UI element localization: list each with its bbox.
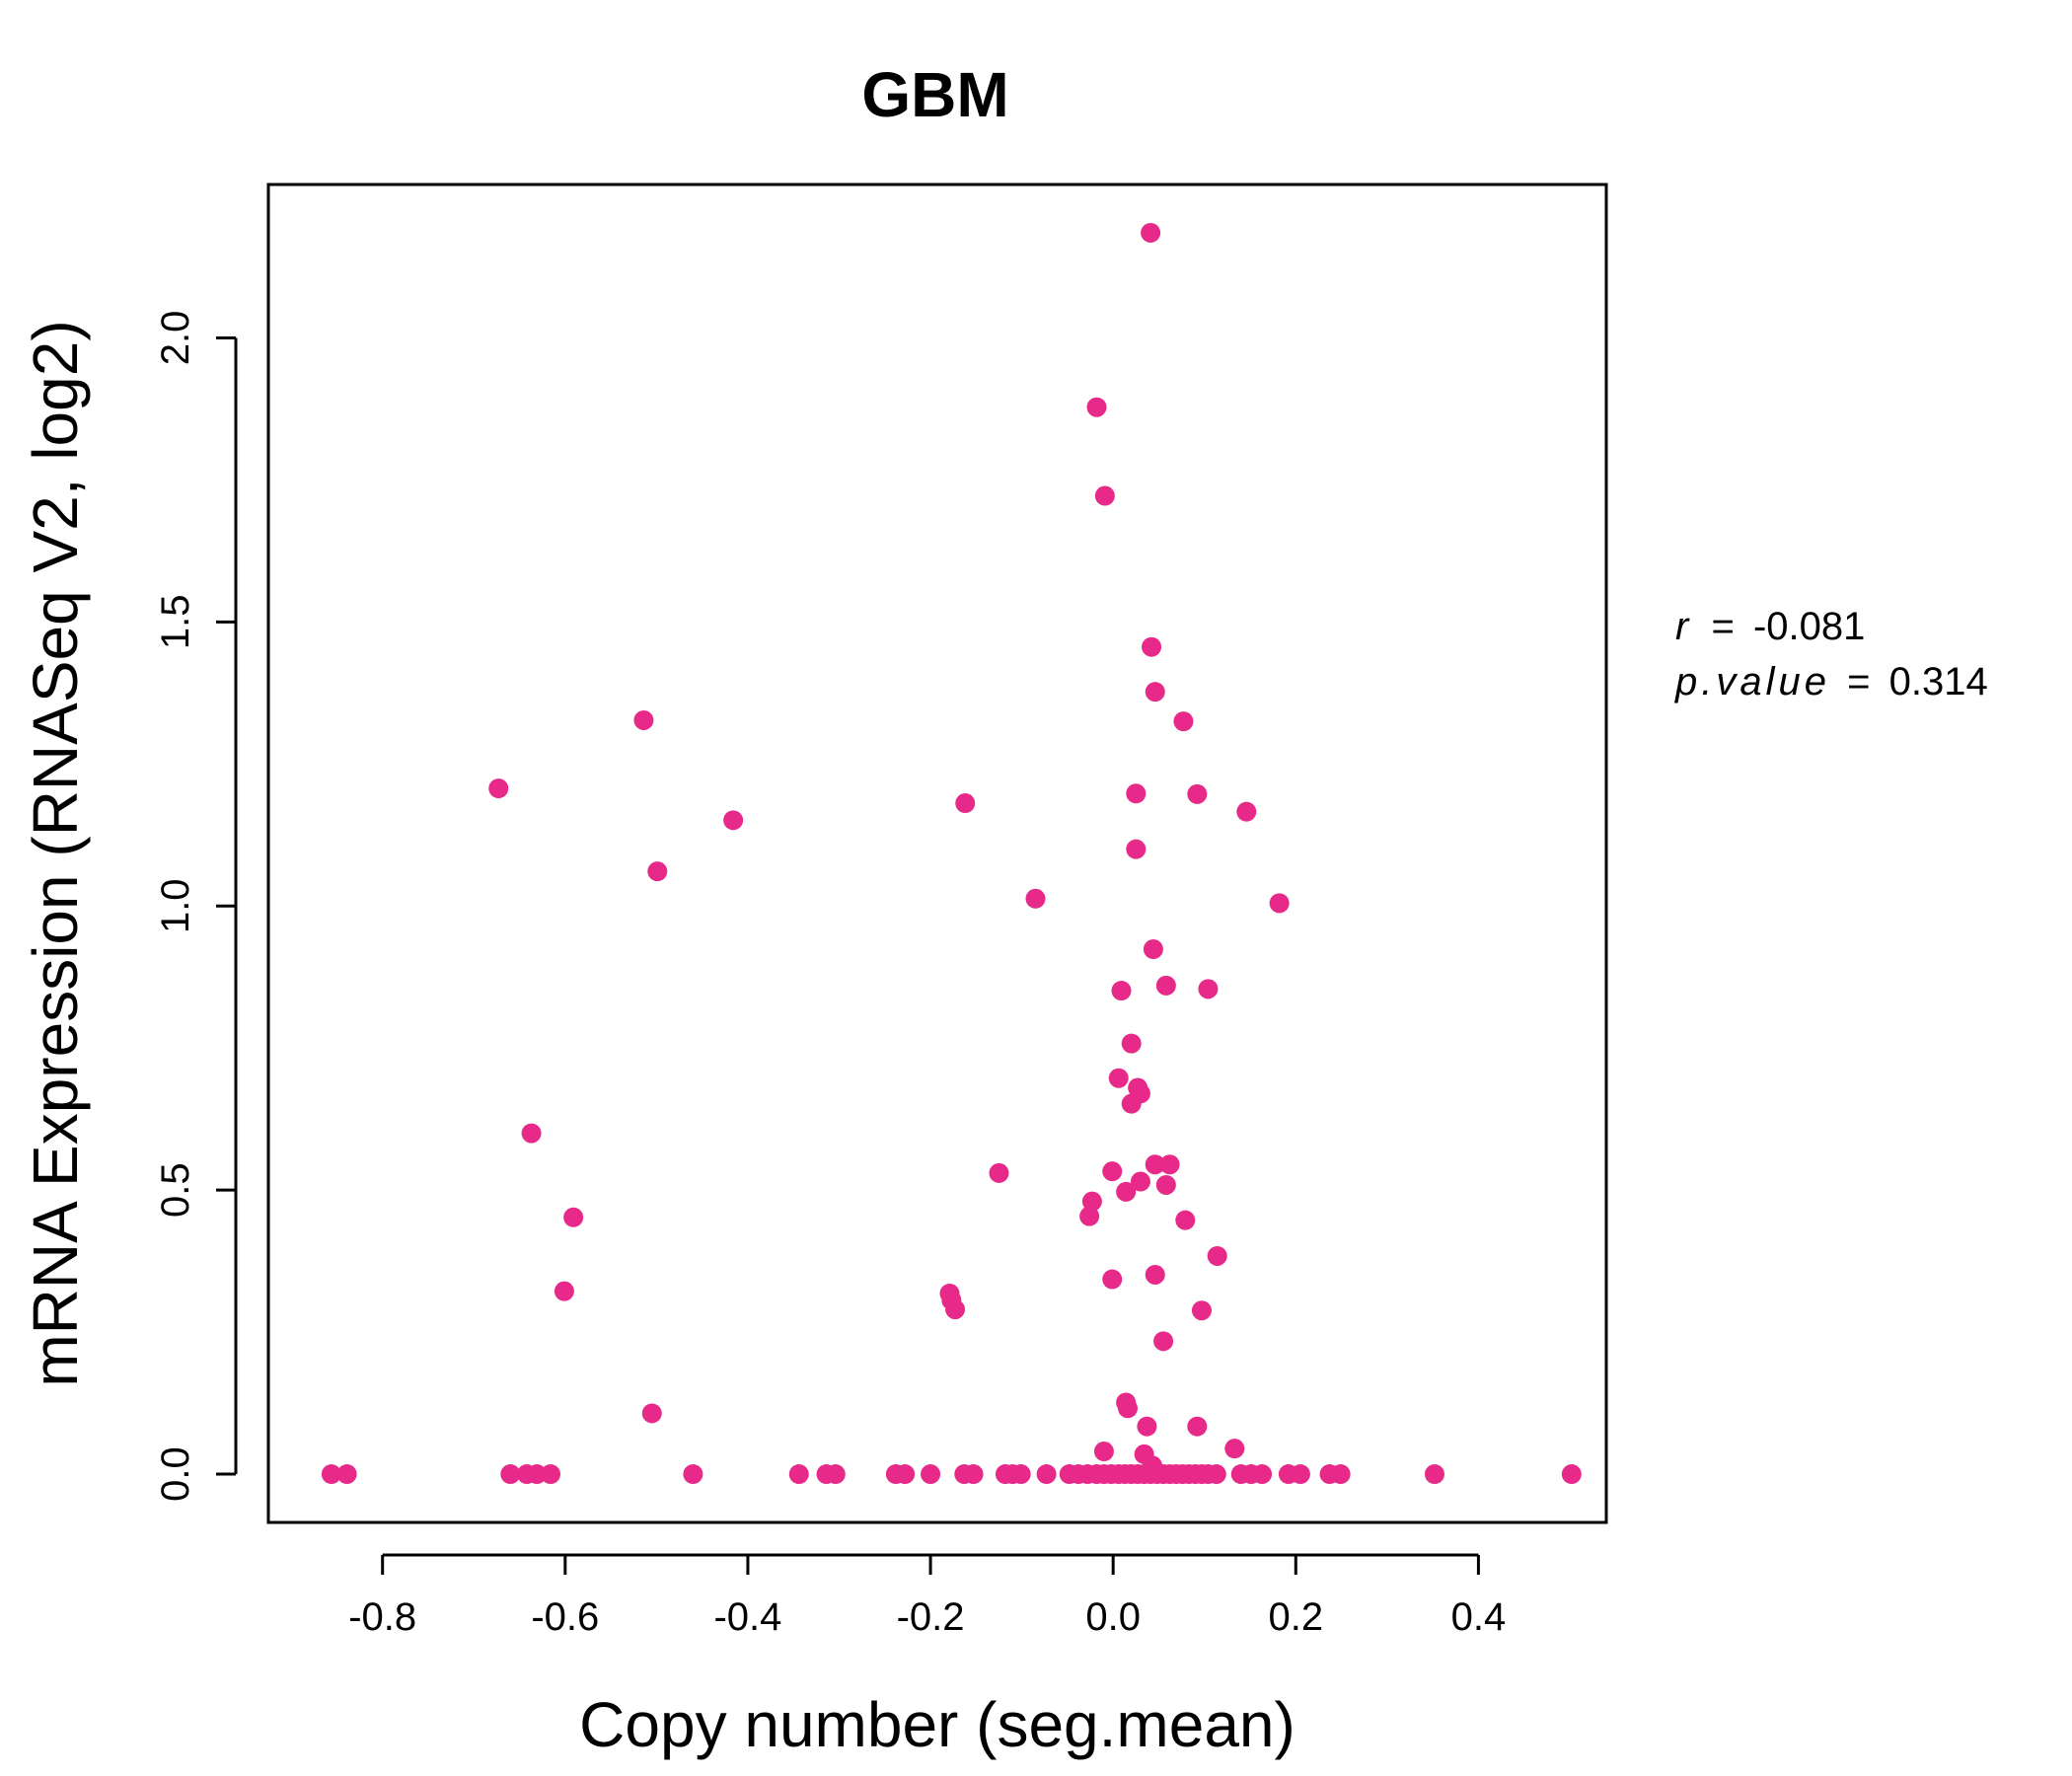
x-tick-label: 0.4 bbox=[1451, 1595, 1507, 1639]
data-point bbox=[1086, 397, 1107, 417]
data-point bbox=[1121, 1033, 1142, 1054]
data-point bbox=[1198, 979, 1219, 999]
data-point bbox=[1094, 485, 1115, 506]
data-point bbox=[527, 1464, 548, 1485]
data-point bbox=[1137, 1416, 1157, 1437]
data-point bbox=[723, 810, 744, 831]
data-point bbox=[1121, 1093, 1142, 1114]
data-point bbox=[1561, 1464, 1582, 1485]
data-point bbox=[1111, 981, 1132, 1001]
x-axis-title: Copy number (seg.mean) bbox=[579, 1689, 1295, 1760]
x-tick-label: -0.6 bbox=[531, 1595, 599, 1639]
data-point bbox=[1126, 783, 1147, 804]
p-annotation: p.value = 0.314 bbox=[1674, 660, 1988, 703]
y-tick-label: 0.5 bbox=[154, 1162, 197, 1218]
plot-area-frame bbox=[266, 183, 1608, 1524]
data-point bbox=[1269, 893, 1290, 914]
x-tick-label: -0.2 bbox=[897, 1595, 965, 1639]
correlation-annotation: r = -0.081 p.value = 0.314 bbox=[1674, 605, 1988, 703]
data-point bbox=[1025, 888, 1046, 909]
data-point bbox=[1173, 711, 1194, 732]
data-point bbox=[1207, 1245, 1227, 1266]
data-point bbox=[1175, 1210, 1196, 1230]
data-point bbox=[955, 793, 976, 814]
data-point bbox=[1142, 636, 1162, 657]
data-points bbox=[321, 222, 1582, 1485]
data-point bbox=[1093, 1442, 1114, 1462]
data-point bbox=[1187, 1416, 1208, 1437]
data-point bbox=[633, 709, 654, 730]
data-point bbox=[1102, 1161, 1123, 1182]
y-tick-label: 2.0 bbox=[154, 311, 197, 366]
data-point bbox=[1108, 1068, 1129, 1088]
data-point bbox=[1252, 1464, 1273, 1485]
x-tick-label: 0.0 bbox=[1085, 1595, 1141, 1639]
data-point bbox=[1081, 1191, 1102, 1212]
data-point bbox=[1036, 1464, 1057, 1485]
data-point bbox=[895, 1464, 916, 1485]
data-point bbox=[521, 1123, 542, 1144]
data-point bbox=[1130, 1171, 1150, 1192]
p-value: 0.314 bbox=[1889, 660, 1988, 703]
data-point bbox=[1116, 1181, 1137, 1202]
data-point bbox=[1141, 222, 1161, 243]
data-point bbox=[1102, 1269, 1123, 1290]
data-point bbox=[1145, 1154, 1165, 1175]
data-point bbox=[541, 1464, 561, 1485]
data-point bbox=[1145, 1264, 1165, 1285]
data-point bbox=[1191, 1300, 1212, 1321]
data-point bbox=[1117, 1398, 1138, 1419]
data-point bbox=[1010, 1464, 1031, 1485]
data-point bbox=[963, 1464, 984, 1485]
data-point bbox=[500, 1464, 521, 1485]
data-point bbox=[1145, 682, 1165, 703]
data-point bbox=[563, 1207, 584, 1227]
data-point bbox=[1290, 1464, 1310, 1485]
data-point bbox=[1155, 975, 1176, 996]
chart-title: GBM bbox=[861, 59, 1008, 130]
data-point bbox=[1126, 839, 1147, 859]
y-axis: 0.0 0.5 1.0 1.5 2.0 bbox=[154, 311, 238, 1502]
data-point bbox=[788, 1464, 809, 1485]
data-point bbox=[921, 1464, 941, 1485]
data-point bbox=[1143, 939, 1163, 960]
y-tick-label: 1.5 bbox=[154, 595, 197, 650]
data-point bbox=[825, 1464, 846, 1485]
x-tick-label: -0.4 bbox=[713, 1595, 781, 1639]
data-point bbox=[1224, 1439, 1245, 1459]
data-point bbox=[647, 861, 668, 882]
data-point bbox=[1079, 1206, 1100, 1226]
data-point bbox=[1206, 1464, 1226, 1485]
y-axis-title: mRNA Expression (RNASeq V2, log2) bbox=[20, 320, 91, 1386]
data-point bbox=[683, 1464, 703, 1485]
data-point bbox=[336, 1464, 357, 1485]
data-point bbox=[641, 1403, 662, 1424]
data-point bbox=[1236, 801, 1257, 822]
x-tick-label: 0.2 bbox=[1268, 1595, 1323, 1639]
y-tick-label: 1.0 bbox=[154, 878, 197, 933]
x-tick-label: -0.8 bbox=[348, 1595, 416, 1639]
r-value: -0.081 bbox=[1753, 605, 1865, 648]
data-point bbox=[1159, 1154, 1180, 1175]
data-point bbox=[1187, 783, 1208, 804]
p-label: p.value bbox=[1674, 660, 1830, 703]
data-point bbox=[989, 1162, 1009, 1183]
data-point bbox=[321, 1464, 341, 1485]
y-tick-label: 0.0 bbox=[154, 1446, 197, 1502]
data-point bbox=[1424, 1464, 1444, 1485]
data-point bbox=[554, 1281, 574, 1301]
data-point bbox=[1153, 1331, 1174, 1352]
r-label: r bbox=[1675, 605, 1690, 648]
x-axis: -0.8 -0.6 -0.4 -0.2 0.0 0.2 0.4 bbox=[348, 1553, 1507, 1639]
data-point bbox=[945, 1299, 966, 1320]
data-point bbox=[1155, 1174, 1176, 1195]
data-point bbox=[1330, 1464, 1351, 1485]
r-annotation: r = -0.081 bbox=[1675, 605, 1865, 648]
data-point bbox=[488, 778, 509, 799]
